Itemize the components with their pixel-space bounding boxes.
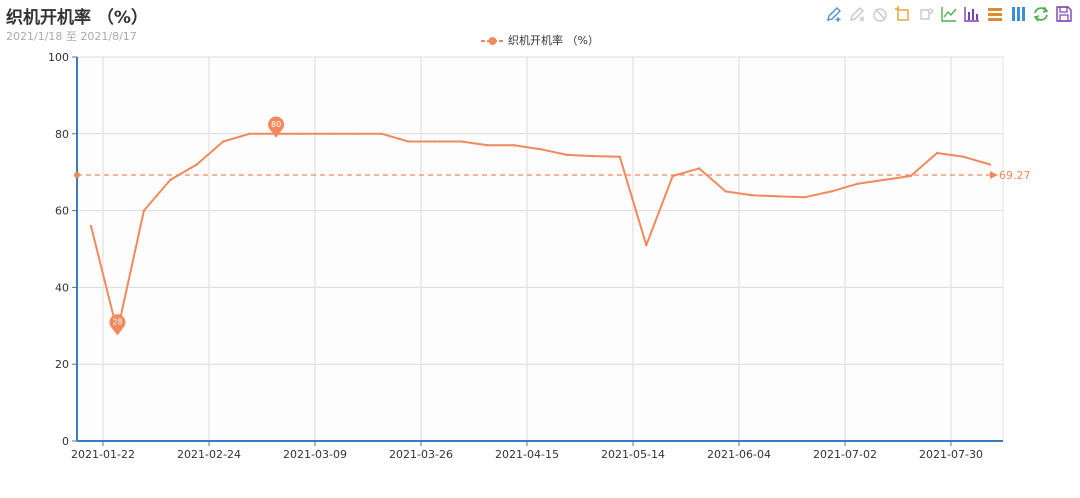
legend-line-icon [481, 37, 504, 45]
data-point [169, 178, 172, 182]
plot-area [76, 56, 1004, 442]
x-tick-label: 2021-04-15 [495, 448, 559, 461]
data-point [565, 153, 569, 157]
x-tick-label: 2021-07-30 [919, 448, 983, 461]
data-zoom-reset-icon[interactable] [916, 4, 936, 24]
legend-label: 织机开机率 （%） [508, 34, 599, 47]
mark-point-pin-min [109, 314, 126, 336]
data-point [962, 155, 965, 159]
mark-point-pin-max [268, 116, 285, 138]
y-tick-label: 60 [55, 205, 69, 218]
data-point [89, 224, 93, 228]
x-tick-label: 2021-05-14 [601, 448, 665, 461]
x-tick-label: 2021-03-26 [389, 448, 453, 461]
data-point [750, 194, 754, 197]
data-point [327, 132, 331, 135]
average-line-label: 69.27 [999, 169, 1031, 182]
data-point [883, 178, 886, 182]
chart-title: 织机开机率 （%） [6, 8, 148, 28]
data-point [724, 190, 727, 193]
x-tick-label: 2021-03-09 [283, 448, 347, 461]
data-point [935, 151, 939, 155]
line-chart-icon[interactable] [939, 4, 959, 24]
mark-pen-icon[interactable] [824, 4, 844, 24]
x-tick-label: 2021-07-02 [813, 448, 877, 461]
data-point [592, 154, 595, 158]
mark-point-label-min: 28 [112, 318, 122, 327]
y-tick-label: 100 [48, 51, 69, 64]
restore-icon[interactable] [1031, 4, 1051, 24]
x-tick-label: 2021-06-04 [707, 448, 771, 461]
chart-subtitle: 2021/1/18 至 2021/8/17 [6, 30, 137, 43]
data-point [856, 182, 859, 185]
data-point [988, 163, 992, 166]
data-point [248, 132, 251, 135]
data-zoom-icon[interactable] [893, 4, 913, 24]
x-tick-label: 2021-01-22 [71, 448, 135, 461]
data-point [830, 190, 833, 193]
data-point [539, 147, 542, 151]
average-line-start [74, 172, 80, 179]
legend-item[interactable]: 织机开机率 （%） [480, 32, 599, 48]
data-point [512, 144, 516, 147]
data-point [777, 195, 780, 198]
data-point [433, 140, 436, 143]
mark-clear-icon[interactable] [870, 4, 890, 24]
data-point [142, 209, 146, 212]
y-tick-label: 40 [55, 281, 69, 294]
stack-icon[interactable] [985, 4, 1005, 24]
bar-chart-icon[interactable] [962, 4, 982, 24]
mark-point-label-max: 80 [271, 120, 281, 129]
y-tick-label: 80 [55, 128, 69, 141]
data-point [380, 132, 384, 135]
data-point [301, 132, 304, 135]
y-tick-label: 20 [55, 358, 69, 371]
data-point [909, 174, 912, 178]
save-image-icon[interactable] [1054, 4, 1074, 24]
data-point [618, 155, 622, 159]
data-point [671, 174, 674, 178]
data-point [486, 144, 489, 147]
mark-undo-icon[interactable] [847, 4, 867, 24]
data-point [407, 140, 410, 143]
data-point [645, 243, 648, 247]
data-point [803, 195, 807, 199]
tiled-icon[interactable] [1008, 4, 1028, 24]
y-tick-label: 0 [62, 435, 69, 448]
x-tick-label: 2021-02-24 [177, 448, 241, 461]
data-point [195, 163, 198, 166]
toolbox [824, 4, 1074, 24]
data-point [222, 140, 225, 143]
average-line-arrow [990, 171, 998, 180]
data-point [354, 132, 357, 135]
data-point [697, 167, 701, 170]
data-point [459, 140, 463, 143]
